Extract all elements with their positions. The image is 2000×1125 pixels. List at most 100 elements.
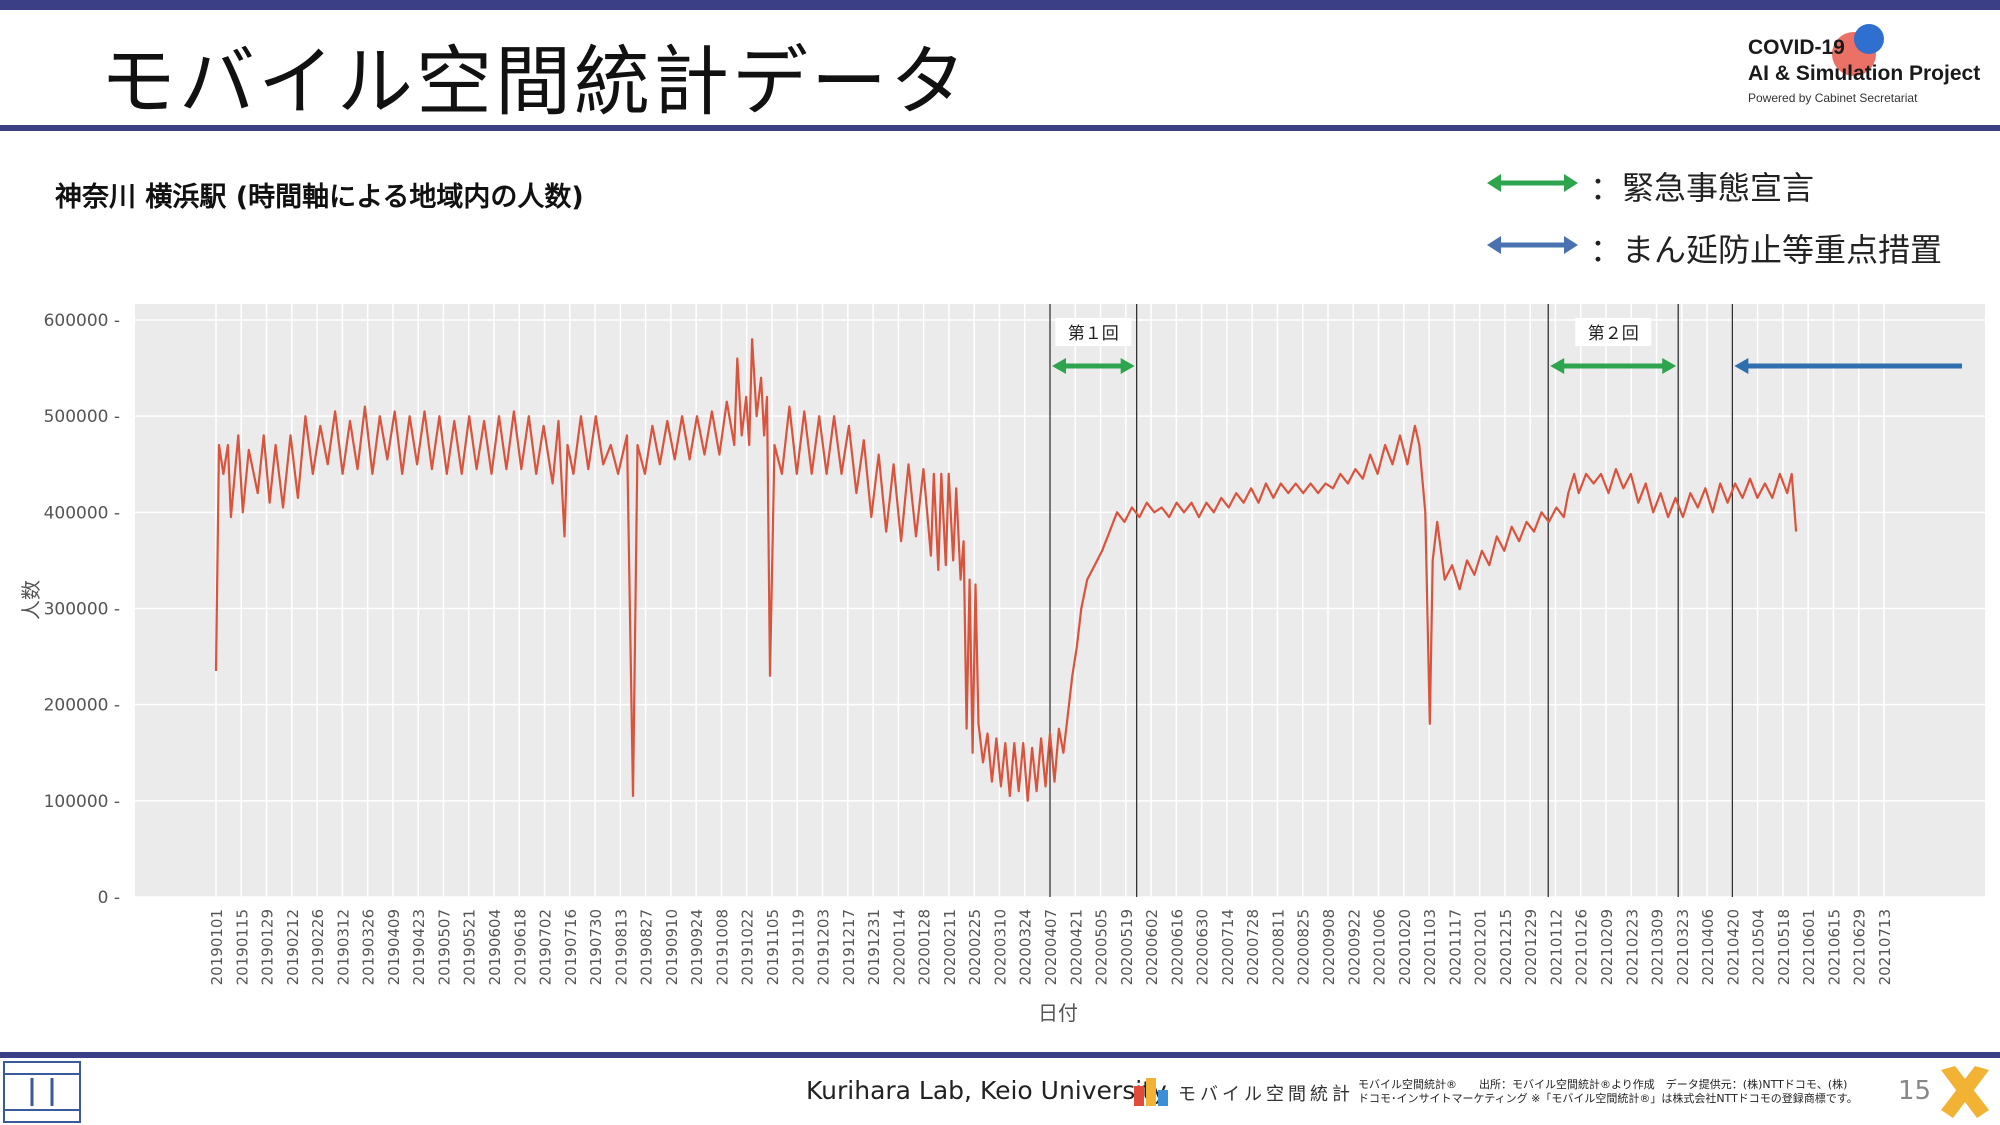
span-label-box [1055,318,1132,346]
logo-line1: COVID-19 [1748,36,1845,59]
x-tick-label: 20210406 [1699,909,1717,985]
x-tick-label: 20201229 [1522,909,1540,985]
x-tick-label: 20210209 [1598,909,1616,985]
x-tick-label: 20210518 [1775,909,1793,985]
x-tick-label: 20210223 [1623,909,1641,985]
line-chart: 第１回 第２回 0 - 100000 - 200000 - 300000 - 400000… [19,304,1985,1025]
x-tick-label: 20201215 [1497,909,1515,985]
x-tick-label: 20190129 [259,909,277,985]
x-tick-label: 20190910 [663,909,681,985]
x-tick-label: 20200407 [1042,909,1060,985]
x-tick-label: 20201006 [1371,909,1389,985]
x-tick-label: 20190326 [360,909,378,985]
x-tick-label: 20201020 [1396,909,1414,985]
y-tick-labels: 0 - 100000 - 200000 - 300000 - 400000 - 50000… [44,311,120,908]
x-tick-label: 20190730 [587,909,605,985]
x-tick-label: 20190827 [638,909,656,985]
x-tick-label: 20200225 [966,909,984,985]
x-tick-label: 20190312 [334,909,352,985]
x-tick-label: 20210629 [1851,909,1869,985]
x-tick-label: 20200728 [1244,909,1262,985]
x-tick-label: 20190618 [511,909,529,985]
x-tick-label: 20200519 [1118,909,1136,985]
x-tick-label: 20200908 [1320,909,1338,985]
x-tick-label: 20201103 [1421,909,1439,985]
x-tick-label: 20200114 [890,909,908,985]
span-arrow-head [1550,358,1565,374]
footer-lab-name: Kurihara Lab, Keio University [806,1076,1167,1105]
x-tick-label: 20200811 [1269,909,1287,985]
x-tick-label: 20210504 [1750,909,1768,985]
span-label: 第２回 [1588,324,1639,344]
x-tick-label: 20200602 [1143,909,1161,985]
y-tick-label: 0 - [98,888,120,908]
y-tick-label: 400000 - [44,503,120,523]
x-axis-label: 日付 [1038,1001,1078,1025]
footer-credit-line1: モバイル空間統計® 出所：モバイル空間統計®より作成 データ提供元：(株)NTT… [1358,1078,1848,1091]
logo-blue-circle [1854,24,1884,54]
x-tick-label: 20190101 [208,909,226,985]
x-tick-label: 20190226 [309,909,327,985]
x-mark-icon [1941,1066,1989,1118]
span-arrow-head [1734,358,1749,374]
x-tick-label: 20190604 [486,909,504,985]
covid-ai-logo: COVID-19 AI & Simulation Project Powered… [1748,24,1988,114]
x-tick-label: 20200128 [916,909,934,985]
y-tick-label: 300000 - [44,600,120,620]
x-tick-label: 20190409 [385,909,403,985]
grid-lines [135,304,1985,898]
x-tick-label: 20210112 [1547,909,1565,985]
page-number: 15 [1898,1076,1932,1106]
x-tick-label: 20210126 [1573,909,1591,985]
mobile-stats-logo-text: モバイル空間統計 [1178,1084,1354,1105]
footer-rule [0,1052,2000,1058]
x-tick-label: 20190521 [461,909,479,985]
x-tick-label: 20190813 [612,909,630,985]
x-tick-label: 20210420 [1724,909,1742,985]
logo-line2: AI & Simulation Project [1748,62,1981,85]
x-tick-label: 20200211 [941,909,959,985]
x-tick-label: 20210323 [1674,909,1692,985]
span-label-box [1575,318,1652,346]
title-rule [0,125,2000,131]
chart-title: 神奈川 横浜駅 (時間軸による地域内の人数) [55,182,584,213]
x-tick-label: 20190702 [537,909,555,985]
logo-line3: Powered by Cabinet Secretariat [1748,91,1918,105]
x-tick-label: 20200616 [1168,909,1186,985]
top-accent-bar [0,0,2000,10]
footer-credit-line2: ドコモ･インサイトマーケティング ※「モバイル空間統計®」は株式会社NTTドコモ… [1358,1092,1858,1105]
span-arrow-head [1120,358,1135,374]
x-tick-label: 20200714 [1219,909,1237,985]
x-tick-label: 20191203 [815,909,833,985]
x-tick-label: 20200505 [1093,909,1111,985]
x-tick-label: 20200421 [1067,909,1085,985]
x-tick-label: 20200310 [991,909,1009,985]
x-tick-label: 20200825 [1295,909,1313,985]
x-tick-label: 20190212 [284,909,302,985]
x-tick-label: 20201117 [1446,909,1464,985]
x-tick-label: 20191008 [713,909,731,985]
footer-credit: モバイル空間統計® 出所：モバイル空間統計®より作成 データ提供元：(株)NTT… [1358,1078,1858,1106]
span-label: 第１回 [1068,324,1119,344]
x-tick-label: 20210713 [1876,909,1894,985]
x-tick-label: 20191022 [739,909,757,985]
y-tick-label: 100000 - [44,792,120,812]
x-tick-label: 20190115 [233,909,251,985]
x-tick-label: 20200922 [1345,909,1363,985]
y-tick-label: 600000 - [44,311,120,331]
x-tick-labels: 20190101 20190115 20190129 20190212 20190226… [208,909,1894,985]
legend-priority-label: ：まん延防止等重点措置 [1590,231,1943,269]
span-arrow-head [1052,358,1066,374]
x-tick-label: 20210601 [1800,909,1818,985]
x-tick-label: 20190507 [435,909,453,985]
legend-emergency-label: ：緊急事態宣言 [1590,169,1815,207]
y-tick-label: 200000 - [44,696,120,716]
x-tick-label: 20191231 [865,909,883,985]
series-line [214,338,1798,802]
emergency-arrow-icon [1487,174,1578,192]
x-tick-label: 20191217 [840,909,858,985]
x-tick-label: 20191105 [764,909,782,985]
mobile-stats-logo-icon [1134,1078,1168,1106]
priority-arrow-icon [1487,236,1578,254]
span-arrow-head [1662,358,1677,374]
